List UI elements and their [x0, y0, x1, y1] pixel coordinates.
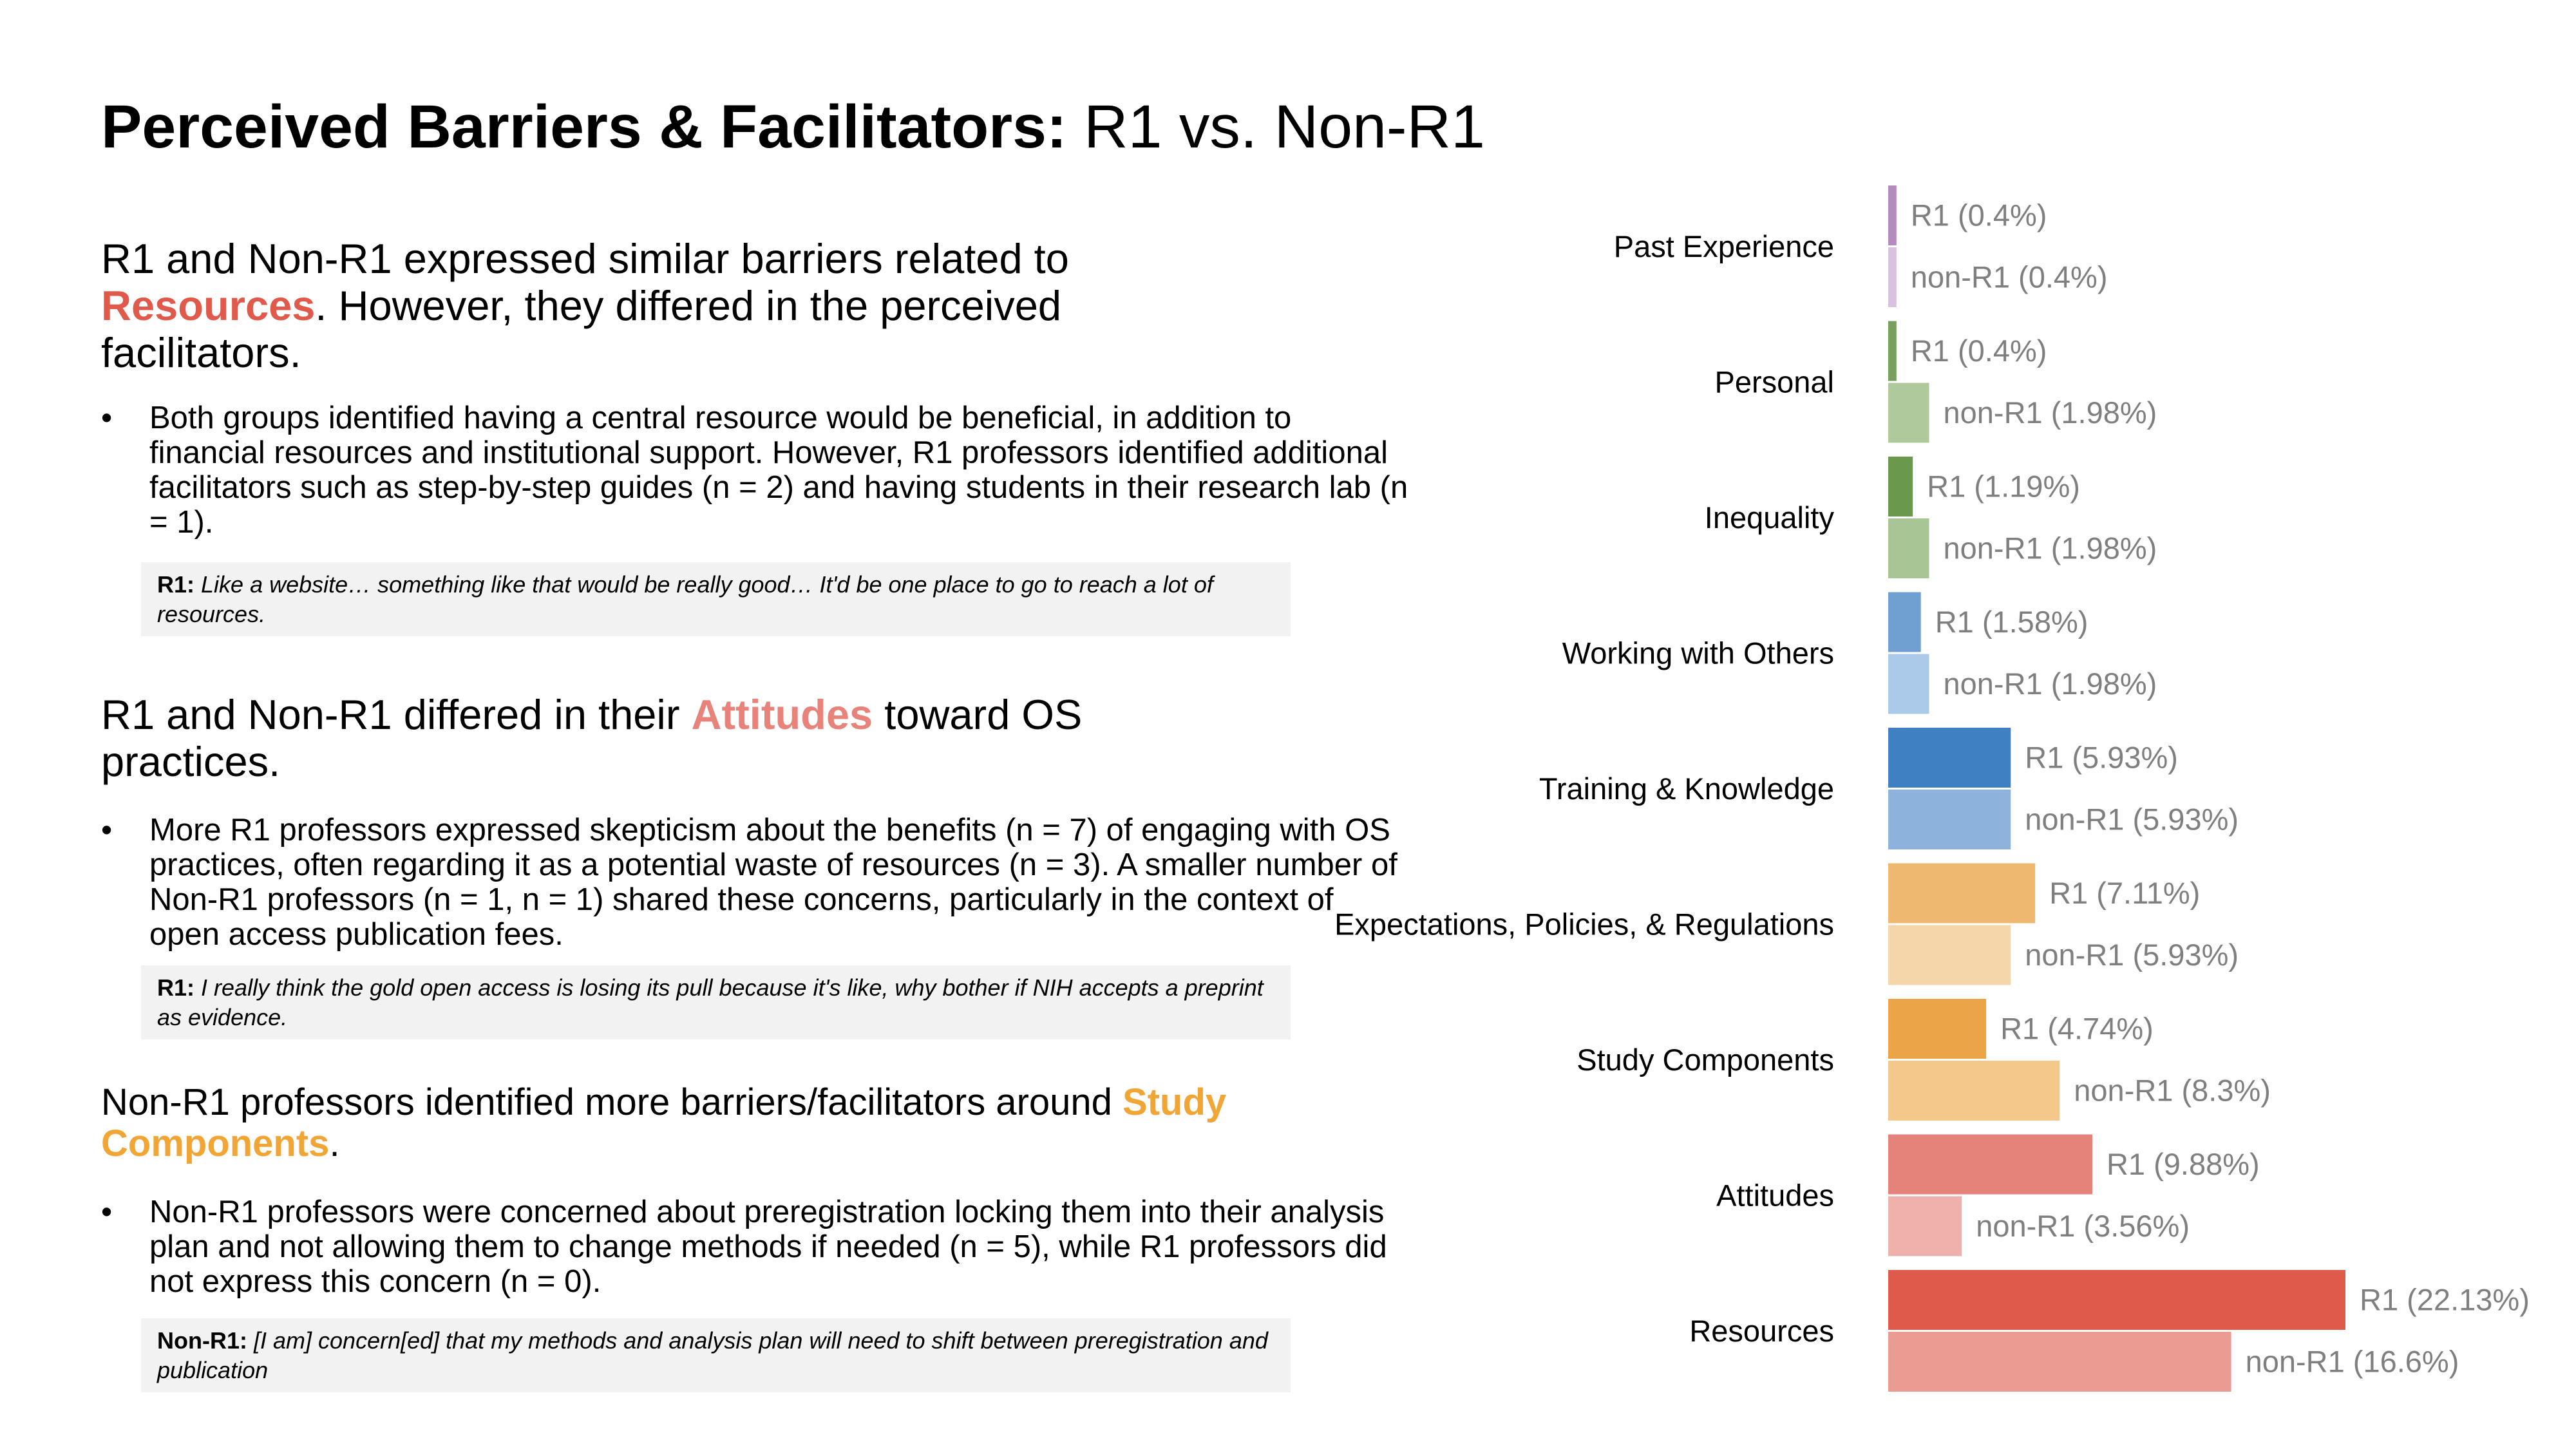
quote-text: [I am] concern[ed] that my methods and a…: [157, 1327, 1268, 1383]
section-3-bullet-text: Non-R1 professors were concerned about p…: [149, 1195, 1387, 1299]
category-label-personal: Personal: [1715, 365, 1835, 399]
value-label-r1-training-knowledge: R1 (5.93%): [2025, 741, 2178, 775]
bar-r1-resources: [1888, 1270, 2345, 1330]
category-label-attitudes: Attitudes: [1716, 1179, 1834, 1213]
value-label-r1-inequality: R1 (1.19%): [1927, 469, 2080, 504]
page-title: Perceived Barriers & Facilitators: R1 vs…: [101, 90, 1582, 164]
quote-speaker: R1:: [157, 571, 195, 598]
title-strong: Perceived Barriers & Facilitators:: [101, 93, 1067, 161]
value-label-r1-resources: R1 (22.13%): [2360, 1283, 2530, 1317]
bar-r1-attitudes: [1888, 1134, 2092, 1195]
value-label-r1-past-experience: R1 (0.4%): [1911, 198, 2047, 232]
value-label-non-r1-personal: non-R1 (1.98%): [1944, 395, 2157, 430]
bullet-marker: •: [101, 1195, 113, 1229]
category-label-working-with-others: Working with Others: [1562, 636, 1834, 670]
bar-r1-study-components: [1888, 999, 1987, 1059]
value-label-r1-working-with-others: R1 (1.58%): [1935, 605, 2088, 639]
value-label-non-r1-training-knowledge: non-R1 (5.93%): [2025, 802, 2239, 837]
section-1-highlight: Resources: [101, 282, 316, 329]
value-label-r1-study-components: R1 (4.74%): [2000, 1012, 2154, 1046]
value-label-non-r1-past-experience: non-R1 (0.4%): [1911, 260, 2108, 294]
section-2-heading: R1 and Non-R1 differed in their Attitude…: [101, 691, 1235, 785]
section-2-quote: R1: I really think the gold open access …: [141, 965, 1291, 1039]
section-1-heading-pre: R1 and Non-R1 expressed similar barriers…: [101, 235, 1069, 282]
value-label-r1-expectations-policies-regulations: R1 (7.11%): [2049, 876, 2200, 910]
section-3-heading-pre: Non-R1 professors identified more barrie…: [101, 1081, 1123, 1123]
section-2-heading-pre: R1 and Non-R1 differed in their: [101, 691, 692, 738]
category-label-inequality: Inequality: [1705, 500, 1835, 535]
bar-non-r1-inequality: [1888, 518, 1929, 578]
bar-r1-inequality: [1888, 457, 1913, 516]
section-3-heading: Non-R1 professors identified more barrie…: [101, 1082, 1363, 1164]
bullet-marker: •: [101, 401, 113, 435]
category-label-study-components: Study Components: [1577, 1043, 1834, 1077]
quote-text: Like a website… something like that woul…: [157, 571, 1213, 627]
bar-r1-training-knowledge: [1888, 728, 2011, 788]
category-label-resources: Resources: [1689, 1314, 1834, 1348]
value-label-r1-personal: R1 (0.4%): [1911, 334, 2047, 368]
section-1-heading-post: . However, they differed in the perceive…: [101, 282, 1062, 376]
bar-non-r1-past-experience: [1888, 247, 1897, 307]
section-2-highlight: Attitudes: [691, 691, 873, 738]
section-2-bullet-text: More R1 professors expressed skepticism …: [149, 813, 1397, 952]
bar-non-r1-training-knowledge: [1888, 790, 2011, 849]
value-label-non-r1-attitudes: non-R1 (3.56%): [1976, 1209, 2190, 1243]
section-2-heading-post: toward OS practices.: [101, 691, 1083, 785]
bar-non-r1-personal: [1888, 383, 1929, 443]
section-1-heading: R1 and Non-R1 expressed similar barriers…: [101, 235, 1235, 376]
title-rest: R1 vs. Non-R1: [1084, 93, 1485, 161]
bar-r1-past-experience: [1888, 185, 1897, 245]
bar-non-r1-study-components: [1888, 1061, 2060, 1121]
value-label-r1-attitudes: R1 (9.88%): [2107, 1147, 2260, 1181]
value-label-non-r1-working-with-others: non-R1 (1.98%): [1944, 667, 2157, 701]
section-1-bullet-text: Both groups identified having a central …: [149, 401, 1408, 540]
bar-r1-working-with-others: [1888, 592, 1921, 652]
section-1-quote: R1: Like a website… something like that …: [141, 562, 1291, 636]
section-3-quote: Non-R1: [I am] concern[ed] that my metho…: [141, 1318, 1291, 1392]
quote-speaker: R1:: [157, 974, 195, 1001]
section-3-highlight: Study Components: [101, 1081, 1227, 1164]
bar-r1-expectations-policies-regulations: [1888, 863, 2036, 923]
section-3-heading-post: .: [329, 1122, 340, 1164]
value-label-non-r1-study-components: non-R1 (8.3%): [2074, 1074, 2271, 1108]
category-label-training-knowledge: Training & Knowledge: [1539, 772, 1834, 806]
value-label-non-r1-expectations-policies-regulations: non-R1 (5.93%): [2025, 938, 2239, 972]
quote-text: I really think the gold open access is l…: [157, 974, 1264, 1030]
quote-speaker: Non-R1:: [157, 1327, 247, 1354]
bar-r1-personal: [1888, 321, 1897, 381]
bullet-marker: •: [101, 813, 113, 848]
category-label-past-experience: Past Experience: [1614, 229, 1834, 263]
bar-non-r1-attitudes: [1888, 1196, 1962, 1256]
bar-non-r1-working-with-others: [1888, 654, 1929, 714]
category-label-expectations-policies-regulations: Expectations, Policies, & Regulations: [1334, 907, 1834, 942]
value-label-non-r1-inequality: non-R1 (1.98%): [1944, 531, 2157, 565]
bar-non-r1-expectations-policies-regulations: [1888, 925, 2011, 985]
value-label-non-r1-resources: non-R1 (16.6%): [2246, 1345, 2459, 1379]
bar-non-r1-resources: [1888, 1332, 2231, 1392]
